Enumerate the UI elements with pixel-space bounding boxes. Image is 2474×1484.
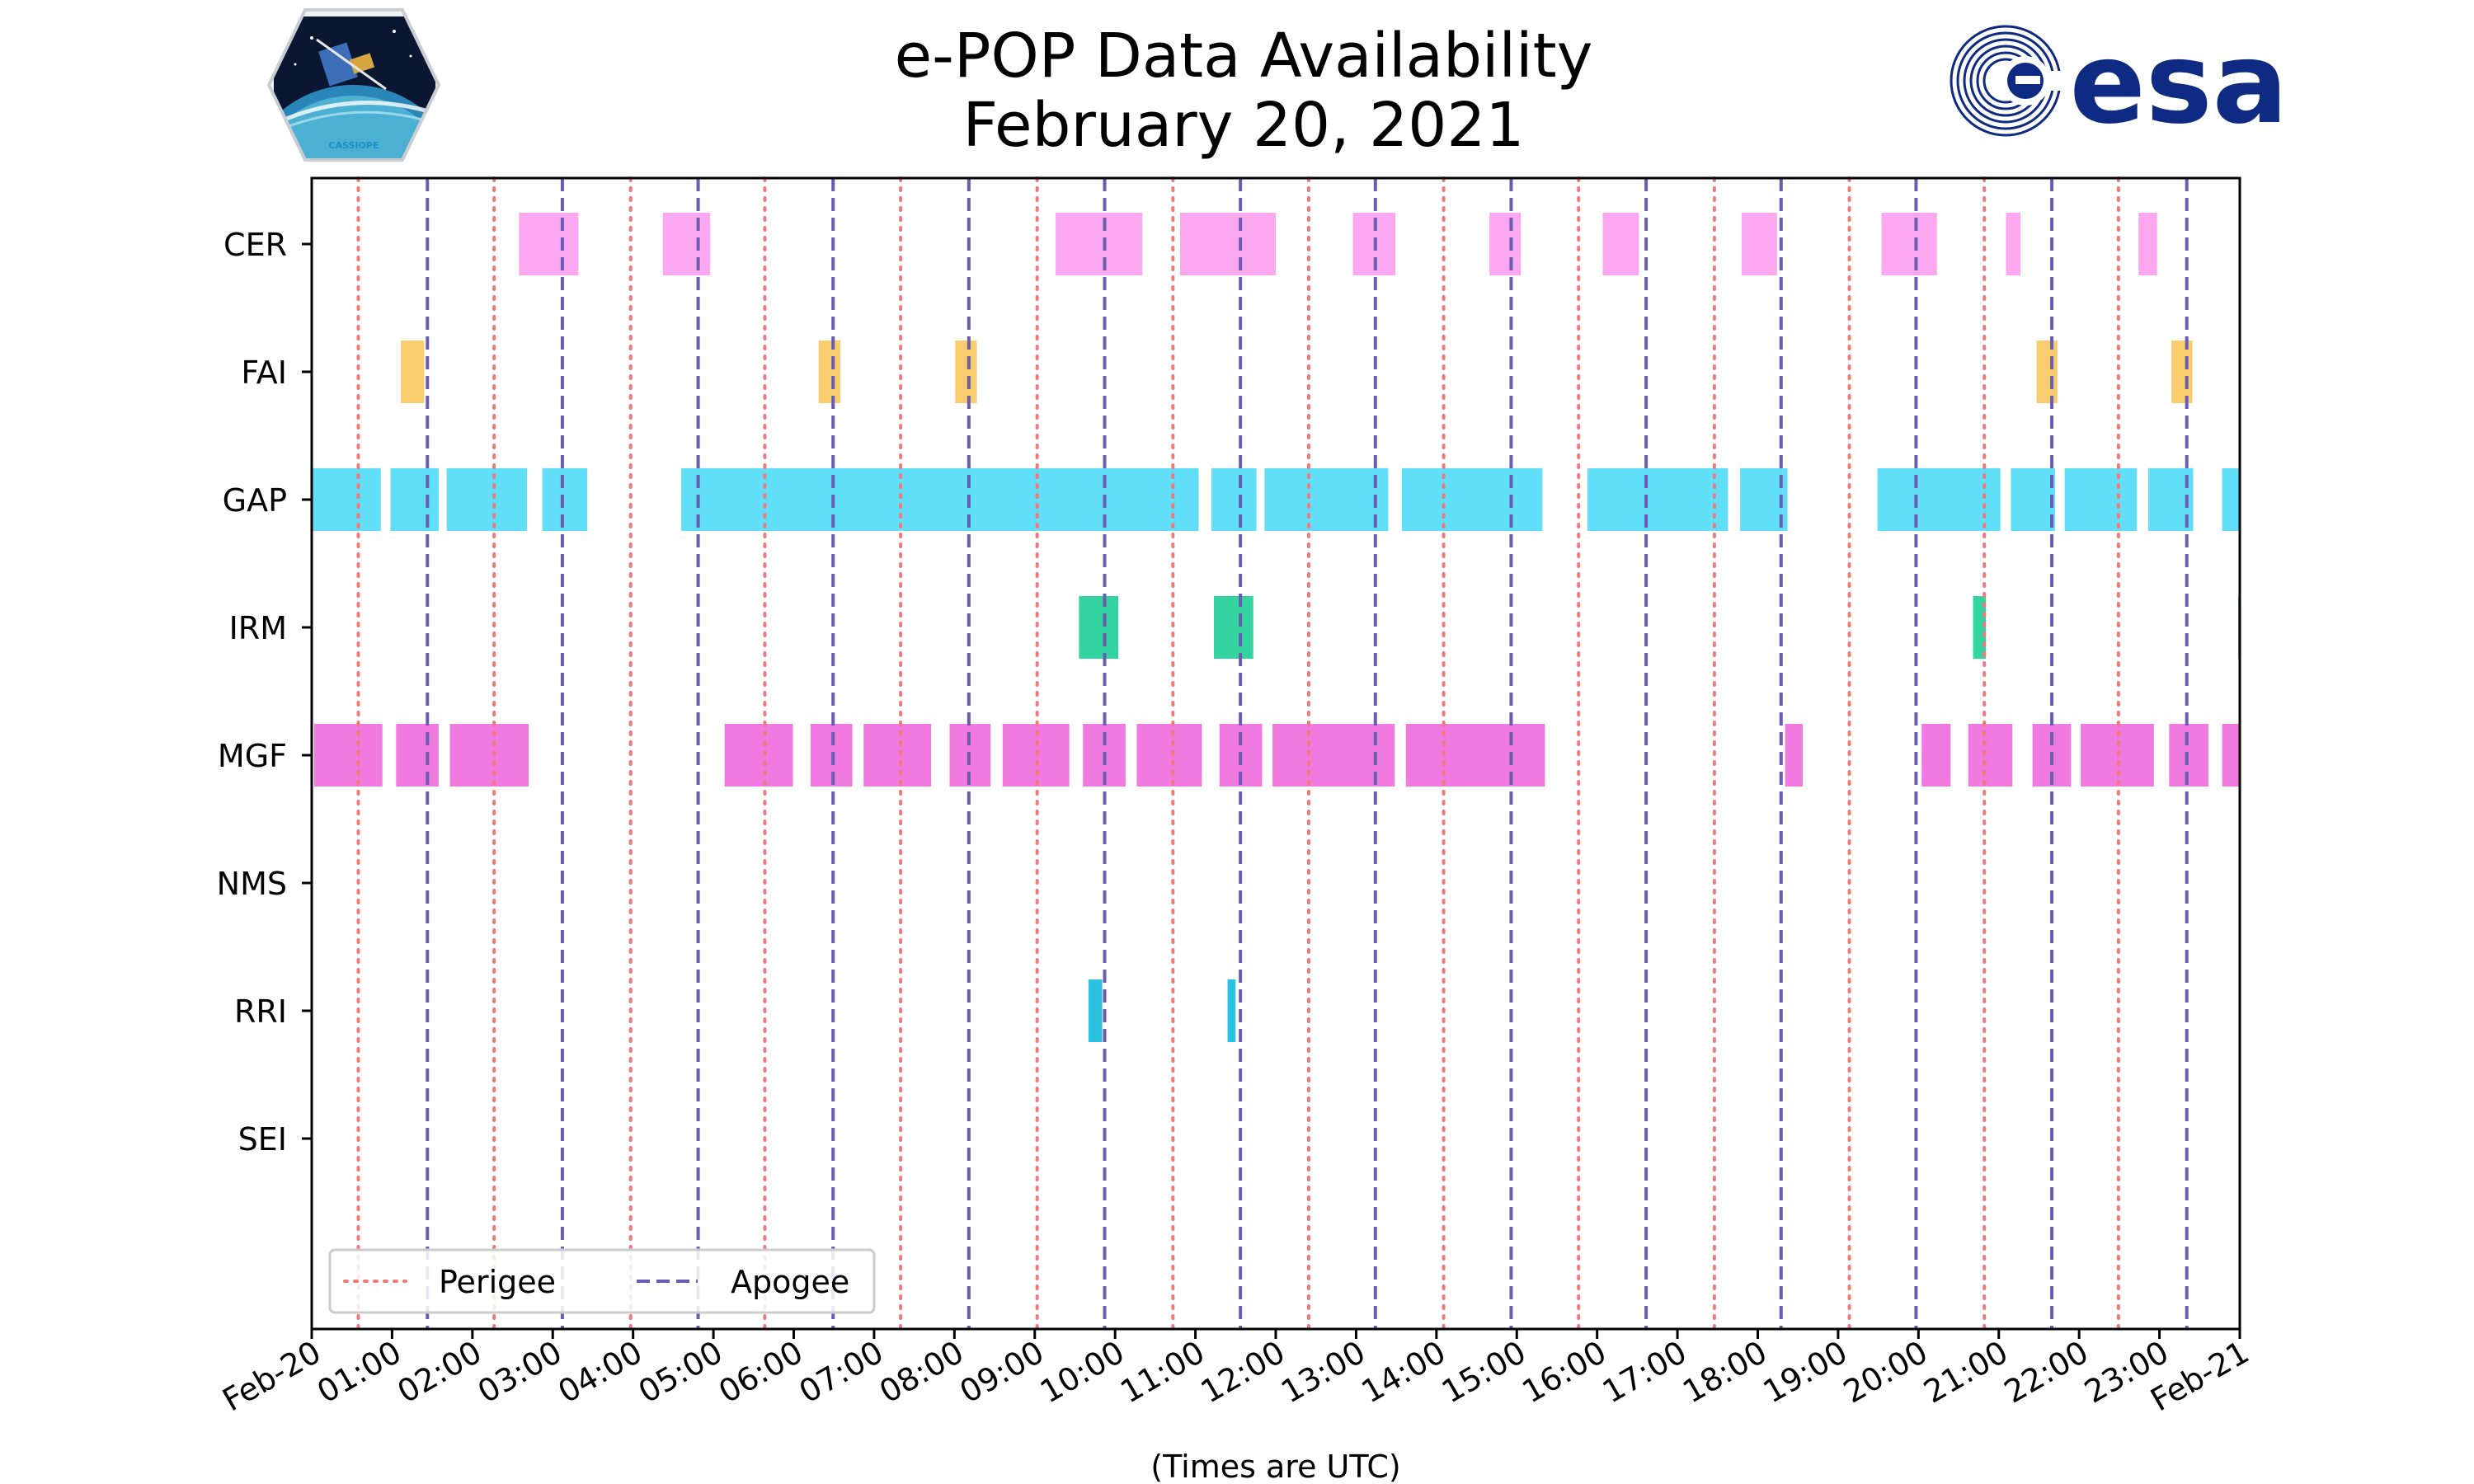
x-tick-label: 22:00 xyxy=(1998,1334,2095,1411)
x-tick-label: 09:00 xyxy=(953,1334,1050,1411)
x-tick-label: 08:00 xyxy=(873,1334,970,1411)
data-segment-irm xyxy=(1079,596,1119,659)
data-segment-mgf xyxy=(396,724,439,787)
data-segment-gap xyxy=(681,468,1199,531)
data-segment-gap xyxy=(542,468,588,531)
data-segment-rri xyxy=(1089,979,1103,1042)
x-tick-label: 02:00 xyxy=(391,1334,487,1411)
data-segment-fai xyxy=(955,340,977,403)
data-segment-cer xyxy=(662,213,711,275)
x-tick-label: 07:00 xyxy=(793,1334,890,1411)
data-segment-gap xyxy=(2222,468,2240,531)
data-segment-gap xyxy=(1401,468,1543,531)
y-tick-label-irm: IRM xyxy=(229,610,287,646)
x-tick-label: 10:00 xyxy=(1034,1334,1131,1411)
y-tick-label-sei: SEI xyxy=(238,1121,287,1158)
data-segment-mgf xyxy=(2222,724,2240,787)
y-tick-label-fai: FAI xyxy=(241,355,287,391)
data-segment-cer xyxy=(1602,213,1639,275)
esa-logo-text: esa xyxy=(2070,21,2288,140)
x-tick-label: 06:00 xyxy=(713,1334,809,1411)
x-tick-label: 13:00 xyxy=(1275,1334,1371,1411)
data-segment-gap xyxy=(1587,468,1729,531)
data-segment-mgf xyxy=(863,724,932,787)
x-tick-label: 03:00 xyxy=(472,1334,568,1411)
data-segment-gap xyxy=(312,468,381,531)
data-segment-cer xyxy=(1180,213,1276,275)
legend-perigee-label: Perigee xyxy=(439,1264,556,1300)
data-segment-mgf xyxy=(724,724,793,787)
legend-apogee-label: Apogee xyxy=(731,1264,849,1300)
data-segment-mgf xyxy=(1968,724,2013,787)
y-tick-label-rri: RRI xyxy=(234,993,287,1030)
x-tick-label: 01:00 xyxy=(311,1334,407,1411)
data-segment-cer xyxy=(1881,213,1937,275)
y-tick-label-mgf: MGF xyxy=(218,738,287,774)
cassiope-logo-text: CASSIOPE xyxy=(329,140,379,151)
data-segment-gap xyxy=(2064,468,2138,531)
data-segment-irm xyxy=(1213,596,1253,659)
data-segment-mgf xyxy=(1921,724,1951,787)
data-segment-gap xyxy=(2011,468,2055,531)
data-segment-mgf xyxy=(1405,724,1545,787)
data-segment-mgf xyxy=(1136,724,1202,787)
data-segment-fai xyxy=(2036,340,2058,403)
y-tick-label-gap: GAP xyxy=(223,482,287,519)
data-segment-fai xyxy=(2171,340,2193,403)
data-segment-cer xyxy=(2138,213,2157,275)
data-segment-cer xyxy=(1056,213,1143,275)
data-segment-mgf xyxy=(313,724,383,787)
data-segment-gap xyxy=(1264,468,1389,531)
data-segment-mgf xyxy=(2169,724,2209,787)
x-axis-label: (Times are UTC) xyxy=(1150,1449,1400,1484)
y-tick-label-cer: CER xyxy=(223,227,287,263)
data-segment-rri xyxy=(1227,979,1236,1042)
data-segment-fai xyxy=(818,340,841,403)
x-tick-label: 05:00 xyxy=(633,1334,729,1411)
data-segment-cer xyxy=(1489,213,1522,275)
data-segment-cer xyxy=(2006,213,2021,275)
x-tick-label: 04:00 xyxy=(552,1334,648,1411)
x-tick-label: 14:00 xyxy=(1355,1334,1451,1411)
x-tick-label: 16:00 xyxy=(1516,1334,1612,1411)
chart-title-line2: February 20, 2021 xyxy=(962,90,1525,161)
data-segment-gap xyxy=(1211,468,1257,531)
esa-logo: esa xyxy=(1950,21,2288,140)
data-segment-mgf xyxy=(1785,724,1804,787)
x-tick-label: 12:00 xyxy=(1195,1334,1291,1411)
x-tick-label: 11:00 xyxy=(1114,1334,1211,1411)
data-segment-fai xyxy=(401,340,425,403)
data-segment-gap xyxy=(390,468,439,531)
y-tick-label-nms: NMS xyxy=(217,866,287,902)
x-tick-label: 20:00 xyxy=(1837,1334,1934,1411)
x-tick-label: 21:00 xyxy=(1917,1334,2014,1411)
data-segment-gap xyxy=(1877,468,2001,531)
data-segment-mgf xyxy=(449,724,529,787)
x-tick-label: Feb-20 xyxy=(216,1334,327,1419)
x-tick-label: 19:00 xyxy=(1757,1334,1854,1411)
data-segment-cer xyxy=(1742,213,1777,275)
x-tick-label: 18:00 xyxy=(1677,1334,1773,1411)
chart-title-line1: e-POP Data Availability xyxy=(894,21,1593,92)
data-segment-gap xyxy=(446,468,528,531)
data-segment-cer xyxy=(519,213,579,275)
cassiope-logo: CASSIOPE xyxy=(266,8,441,162)
legend-box xyxy=(328,1248,876,1314)
x-tick-label: 15:00 xyxy=(1436,1334,1532,1411)
x-tick-label: 17:00 xyxy=(1597,1334,1693,1411)
